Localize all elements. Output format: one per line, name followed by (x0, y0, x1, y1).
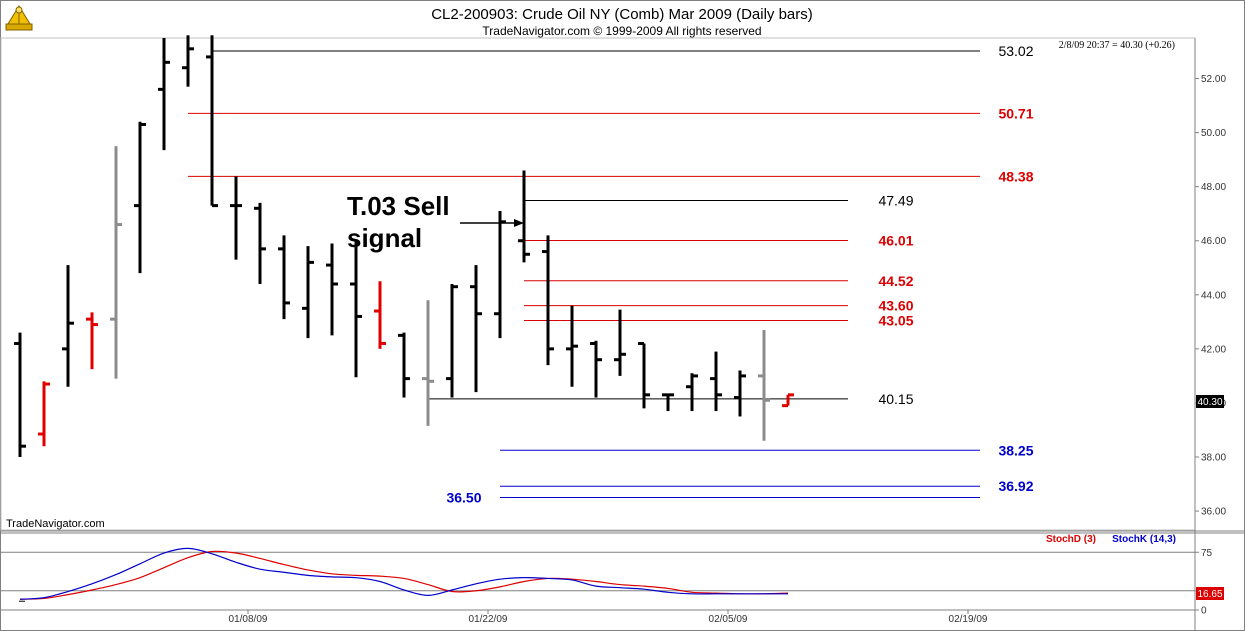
ohlc-bar (494, 211, 506, 339)
stoch-d-line (19, 550, 789, 600)
ohlc-bar (158, 38, 170, 151)
ohlc-bar (422, 300, 434, 426)
sell-signal-label-line1: T.03 Sell (347, 191, 450, 221)
date-axis-ticks: 01/08/09 01/22/09 02/05/09 02/19/09 (229, 610, 988, 625)
date-tick-label: 02/19/09 (949, 614, 988, 625)
ohlc-bar (470, 265, 482, 393)
ohlc-bar (782, 393, 794, 408)
price-tick-label: 44.00 (1201, 290, 1226, 301)
level-label: 38.25 (998, 442, 1033, 458)
price-tick-label: 46.00 (1201, 236, 1226, 247)
ohlc-bar (14, 332, 26, 458)
ohlc-bar (62, 265, 74, 387)
trade-navigator-logo-icon (5, 5, 33, 31)
level-label: 40.15 (878, 391, 913, 407)
ohlc-bar (518, 170, 530, 263)
ohlc-bar (590, 340, 602, 398)
level-label: 44.52 (878, 273, 913, 289)
ohlc-bar (662, 393, 674, 412)
level-label: 48.38 (998, 168, 1033, 184)
ohlc-bar (710, 351, 722, 412)
date-tick-label: 02/05/09 (709, 614, 748, 625)
ohlc-bar (230, 176, 242, 260)
ohlc-bar (86, 312, 98, 370)
price-tick-label: 50.00 (1201, 128, 1226, 139)
ohlc-bar (566, 305, 578, 387)
stochastic-series (19, 547, 789, 602)
ohlc-bar (302, 246, 314, 339)
ohlc-bars (14, 35, 794, 458)
ohlc-bar (542, 235, 554, 366)
stoch-d-legend: StochD (3) (1046, 534, 1096, 545)
level-label: 50.71 (998, 105, 1033, 121)
level-label: 36.92 (998, 478, 1033, 494)
price-tick-label: 38.00 (1201, 453, 1226, 464)
level-label: 46.01 (878, 232, 913, 248)
copyright-text: TradeNavigator.com © 1999-2009 All right… (482, 24, 761, 38)
ohlc-bar (758, 329, 770, 441)
date-tick-label: 01/08/09 (229, 614, 268, 625)
level-label: 36.50 (446, 490, 481, 506)
price-tick-label: 42.00 (1201, 344, 1226, 355)
last-quote-text: 2/8/09 20:37 = 40.30 (+0.26) (1059, 40, 1175, 51)
stoch-tick-label: 75 (1201, 548, 1213, 559)
level-label: 53.02 (998, 43, 1033, 59)
level-label: 43.05 (878, 312, 913, 328)
ohlc-bar (110, 146, 122, 379)
stoch-tick-label: 0 (1201, 606, 1207, 617)
ohlc-bar (614, 309, 626, 376)
ohlc-bar (182, 35, 194, 87)
ohlc-bar (350, 240, 362, 378)
ohlc-bar (638, 341, 650, 409)
sell-signal-label-line2: signal (347, 223, 422, 253)
sell-signal-arrow-icon (460, 219, 524, 227)
ohlc-bar (38, 381, 50, 447)
price-axis-ticks: 36.0038.0040.0042.0044.0046.0048.0050.00… (1195, 74, 1226, 518)
price-tick-label: 36.00 (1201, 507, 1226, 518)
date-tick-label: 01/22/09 (469, 614, 508, 625)
fibonacci-levels: 53.02 50.71 48.38 47.49 46.01 44.52 43.6043.05… (188, 43, 1034, 506)
watermark-text: TradeNavigator.com (6, 518, 105, 530)
stoch-k-legend: StochK (14,3) (1112, 534, 1176, 545)
level-label: 43.60 (878, 298, 913, 314)
stoch-value: 16.65 (1197, 589, 1222, 600)
level-label: 47.49 (878, 192, 913, 208)
ohlc-bar (446, 284, 458, 398)
ohlc-bar (398, 332, 410, 398)
stoch-k-line (19, 547, 788, 600)
stochastic-grid: 75250 (1, 548, 1213, 617)
ohlc-bar (278, 235, 290, 320)
last-price-tag: 40.30 (1196, 395, 1224, 408)
chart-title: CL2-200903: Crude Oil NY (Comb) Mar 2009… (431, 6, 813, 23)
ohlc-bar (206, 35, 218, 208)
price-tick-label: 52.00 (1201, 74, 1226, 85)
price-tick-label: 48.00 (1201, 182, 1226, 193)
ohlc-bar (374, 281, 386, 349)
ohlc-bar (686, 373, 698, 412)
ohlc-bar (254, 202, 266, 284)
ohlc-bar (326, 243, 338, 336)
stoch-value-tag: 16.65 (1196, 587, 1224, 600)
ohlc-bar (134, 121, 146, 274)
last-price-value: 40.30 (1197, 397, 1222, 408)
ohlc-bar (734, 370, 746, 417)
